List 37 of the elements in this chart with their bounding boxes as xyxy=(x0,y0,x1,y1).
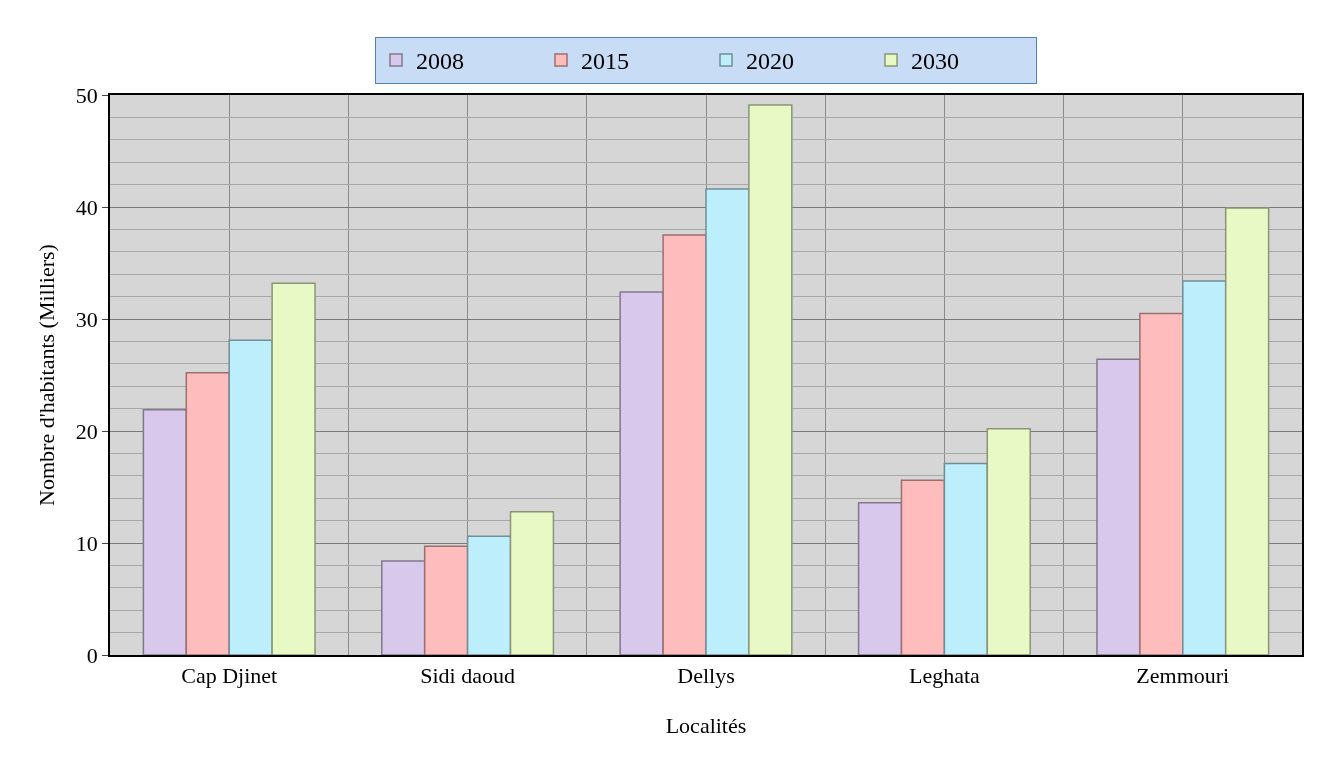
x-tick-label: Cap Djinet xyxy=(181,663,278,689)
legend-label: 2008 xyxy=(416,48,464,75)
bar xyxy=(1182,280,1227,655)
bar xyxy=(857,501,903,655)
legend-label: 2030 xyxy=(911,48,959,75)
bar xyxy=(943,462,989,655)
bar xyxy=(662,234,707,655)
bar xyxy=(466,535,512,655)
bar xyxy=(1096,358,1141,655)
bar xyxy=(705,188,750,655)
y-tick-label: 40 xyxy=(75,194,98,220)
x-tick-label: Dellys xyxy=(677,663,735,689)
bar xyxy=(1224,207,1270,655)
y-tick-label: 0 xyxy=(86,642,98,668)
bar xyxy=(619,291,664,655)
x-tick-label: Sidi daoud xyxy=(420,663,515,689)
legend-label: 2015 xyxy=(581,48,629,75)
x-axis-title: Localités xyxy=(665,712,747,738)
bar xyxy=(900,479,946,655)
bar xyxy=(228,339,273,655)
x-tick-label: Zemmouri xyxy=(1136,663,1230,689)
bar xyxy=(185,372,230,655)
y-axis-title: Nombre d'habitants (Milliers) xyxy=(34,244,60,506)
bar xyxy=(509,510,555,655)
y-tick-label: 20 xyxy=(75,418,98,444)
bar xyxy=(986,428,1031,655)
bar xyxy=(748,104,793,655)
y-tick-label: 30 xyxy=(75,306,98,332)
y-tick-label: 50 xyxy=(75,82,98,108)
y-tick-label: 10 xyxy=(75,530,98,556)
legend-label: 2020 xyxy=(746,48,794,75)
x-tick-label: Leghata xyxy=(908,663,981,689)
bar xyxy=(1139,312,1184,655)
bar xyxy=(271,282,316,655)
bar xyxy=(423,545,469,655)
bar xyxy=(142,408,188,655)
bar xyxy=(381,560,426,655)
